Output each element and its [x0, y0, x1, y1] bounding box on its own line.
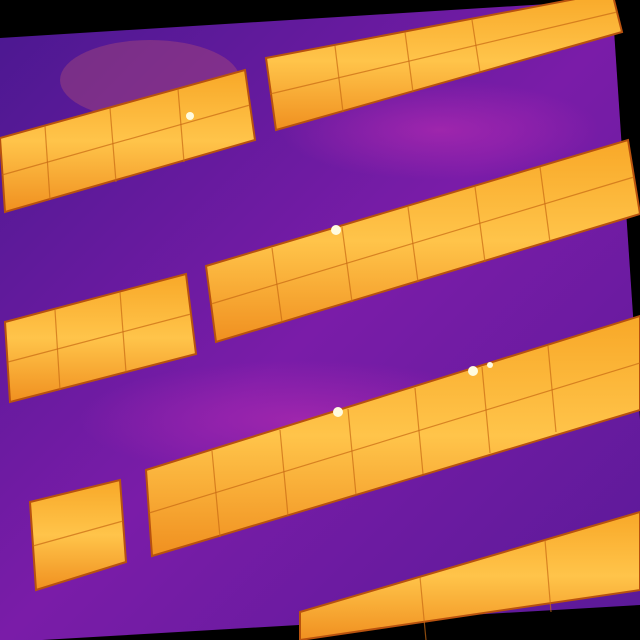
hot-spot — [331, 225, 341, 235]
cell-line — [547, 345, 557, 433]
cell-line — [1, 104, 251, 176]
cell-line — [419, 576, 427, 640]
cell-line — [404, 31, 414, 93]
cell-line — [341, 226, 353, 303]
cell-line — [279, 429, 289, 517]
cell-line — [347, 408, 357, 496]
cell-line — [544, 539, 552, 613]
cell-line — [177, 88, 185, 163]
hot-spot — [186, 112, 194, 120]
panel-strip — [28, 478, 128, 592]
cell-line — [474, 186, 486, 263]
hot-spots — [186, 112, 493, 417]
cell-line — [407, 206, 419, 283]
panel-cells — [1, 11, 640, 640]
panel-strip — [299, 510, 640, 640]
cell-line — [210, 176, 635, 305]
cell-line — [109, 107, 117, 183]
cell-line — [414, 387, 424, 475]
hot-spot — [487, 362, 493, 368]
cell-line — [7, 313, 192, 363]
cell-line — [148, 362, 640, 514]
hot-spot — [468, 366, 478, 376]
panel-strip — [0, 68, 257, 214]
cell-line — [539, 166, 551, 243]
cell-line — [44, 125, 51, 201]
cell-line — [471, 19, 481, 73]
panel-strip — [204, 138, 640, 344]
cell-line — [119, 291, 127, 373]
cell-line — [211, 450, 221, 538]
cell-line — [32, 520, 124, 547]
cell-line — [481, 366, 491, 454]
cell-line — [334, 45, 344, 113]
cell-line — [269, 11, 618, 95]
cell-line — [54, 309, 61, 391]
panel-strip — [264, 0, 624, 132]
cell-line — [271, 247, 283, 323]
hot-spot — [333, 407, 343, 417]
